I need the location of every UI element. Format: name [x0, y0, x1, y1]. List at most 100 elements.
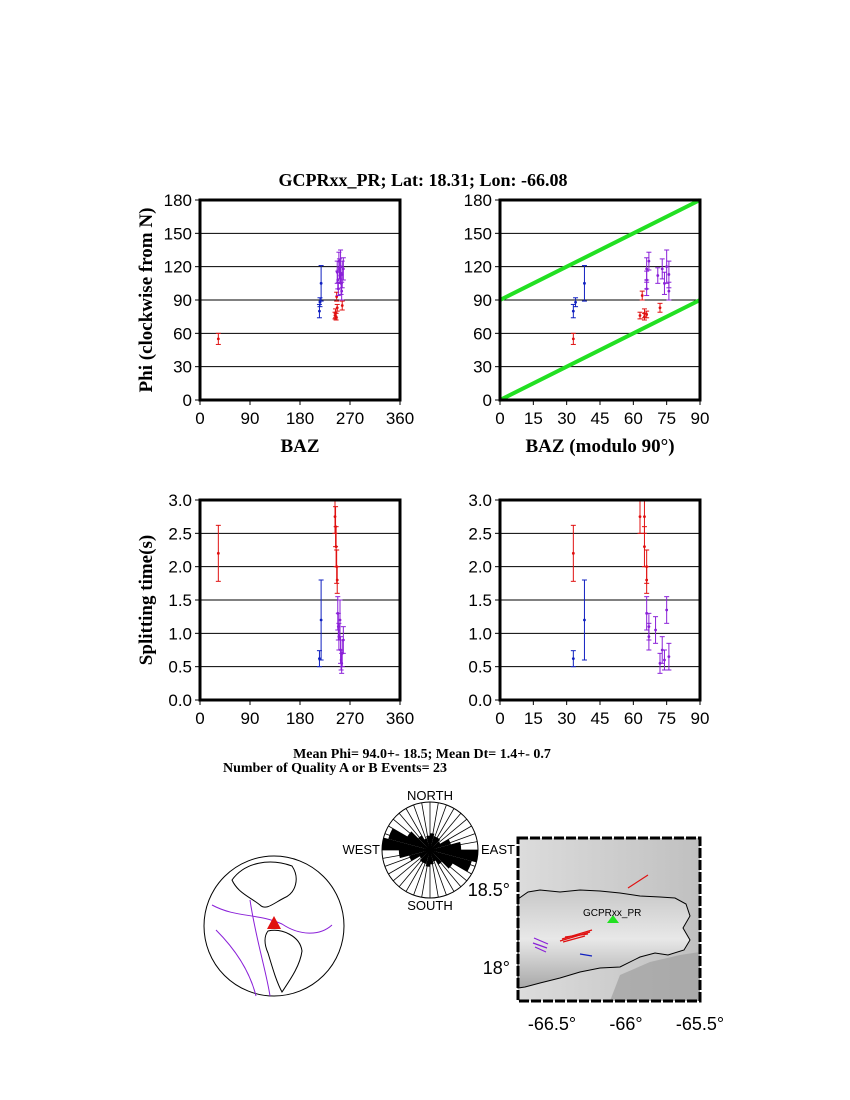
y-tick-label: 0.0 [468, 691, 492, 710]
x-tick-label: 0 [195, 409, 204, 428]
map-lon-tick: -66° [609, 1014, 642, 1034]
data-point [638, 515, 642, 519]
y-tick-label: 0 [483, 391, 492, 410]
data-point [571, 337, 575, 341]
x-tick-label: 90 [241, 409, 260, 428]
y-tick-label: 1.0 [468, 624, 492, 643]
rose-wedge [430, 841, 441, 850]
data-point [645, 578, 649, 582]
data-point [656, 274, 660, 277]
y-tick-label: 2.0 [168, 558, 192, 577]
reference-line [499, 198, 701, 302]
rose-wedge [430, 839, 451, 850]
y-tick-label: 180 [464, 191, 492, 210]
rose-label-west: WEST [342, 842, 380, 857]
x-axis-label: BAZ (modulo 90°) [525, 436, 674, 457]
data-point [647, 635, 651, 639]
rose-wedge [419, 850, 430, 859]
rose-wedge [430, 850, 436, 862]
data-point [638, 314, 642, 317]
stats-mean-line: Mean Phi= 94.0+- 18.5; Mean Dt= 1.4+- 0.… [293, 747, 551, 762]
rose-wedge [382, 837, 430, 850]
y-tick-label: 2.5 [468, 524, 492, 543]
y-tick-label: 1.5 [468, 591, 492, 610]
data-point [341, 267, 345, 271]
y-tick-label: 60 [473, 324, 492, 343]
rose-wedge [430, 850, 434, 865]
rose-wedge [430, 841, 462, 850]
y-tick-label: 3.0 [468, 491, 492, 510]
rose-wedge [419, 850, 430, 863]
rose-wedge [430, 850, 472, 872]
map-frame [516, 836, 702, 1003]
data-point [645, 287, 649, 291]
x-tick-label: 30 [557, 409, 576, 428]
data-point [318, 657, 321, 661]
rose-wedge [418, 835, 430, 850]
data-point [654, 628, 657, 632]
globe-plate-boundary [211, 899, 333, 997]
rose-wedge [409, 850, 430, 861]
map-lon-tick: -65.5° [676, 1014, 724, 1034]
data-point [583, 281, 586, 285]
globe-south-america [264, 929, 303, 993]
y-tick-label: 0 [183, 391, 192, 410]
rose-wedge [430, 836, 438, 850]
x-tick-label: 0 [495, 409, 504, 428]
globe-north-america [231, 861, 297, 908]
x-tick-label: 180 [286, 709, 314, 728]
x-tick-label: 60 [624, 709, 643, 728]
reference-line [499, 298, 701, 402]
data-point [665, 265, 669, 269]
x-tick-label: 75 [657, 409, 676, 428]
data-point [665, 608, 669, 612]
map-lat-tick: 18° [483, 958, 510, 978]
y-tick-label: 1.5 [168, 591, 192, 610]
data-point [571, 551, 575, 555]
dt-vs-baz-plot: 0 90 180 270 360 0.0 0.5 1.0 1.5 2.0 2.5 3.0 Splitti… [136, 491, 414, 728]
rose-wedge [422, 850, 430, 864]
data-point [318, 309, 321, 313]
y-tick-label: 1.0 [168, 624, 192, 643]
y-tick-label: 30 [173, 358, 192, 377]
y-tick-label: 3.0 [168, 491, 192, 510]
stats-count-line: Number of Quality A or B Events= 23 [223, 761, 447, 776]
data-point [645, 313, 649, 316]
data-point [340, 289, 344, 293]
x-tick-label: 15 [524, 409, 543, 428]
rose-wedge [426, 835, 430, 850]
data-point [319, 281, 323, 285]
x-tick-label: 0 [495, 709, 504, 728]
data-point [216, 337, 220, 341]
dt-vs-baz-mod90-plot: 0 15 30 45 60 75 90 0.0 0.5 1.0 1.5 2.0 2.5 3.0 [468, 491, 709, 728]
y-tick-label: 30 [473, 358, 492, 377]
data-point [340, 304, 344, 307]
x-tick-label: 15 [524, 709, 543, 728]
y-tick-label: 90 [473, 291, 492, 310]
rose-wedge [430, 850, 453, 869]
data-point [335, 306, 339, 310]
rose-wedges [381, 801, 479, 899]
rose-wedge [430, 837, 441, 850]
x-tick-label: 0 [195, 709, 204, 728]
map-station-label: GCPRxx_PR [583, 908, 641, 919]
map-split-bars [532, 874, 649, 957]
map-lat-tick: 18.5° [468, 880, 510, 900]
phi-vs-baz-plot: 0 90 180 270 360 0 30 60 90 120 150 180 BAZ Phi (cloc… [136, 191, 414, 457]
data-point [319, 618, 323, 622]
x-tick-label: 60 [624, 409, 643, 428]
station-marker-icon [607, 915, 619, 923]
data-point [335, 578, 339, 582]
y-axis-label: Splitting time(s) [136, 535, 157, 665]
data-point [583, 618, 586, 622]
rose-wedge [407, 831, 430, 850]
data-point [216, 551, 220, 555]
x-tick-label: 45 [591, 409, 610, 428]
data-point [341, 638, 345, 642]
x-tick-label: 75 [657, 709, 676, 728]
data-point [338, 618, 342, 622]
data-point [667, 655, 671, 659]
x-tick-label: 90 [691, 409, 710, 428]
x-tick-label: 90 [241, 709, 260, 728]
y-tick-label: 90 [173, 291, 192, 310]
